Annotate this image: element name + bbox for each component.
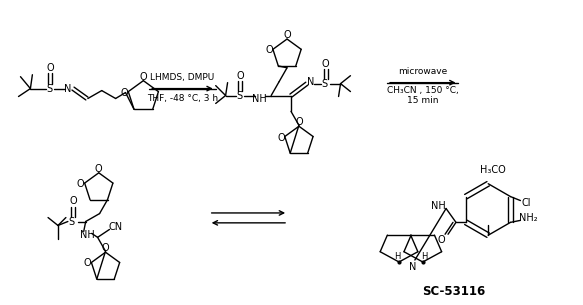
Text: LHMDS, DMPU: LHMDS, DMPU	[150, 73, 215, 82]
Text: O: O	[295, 117, 303, 127]
Text: N: N	[307, 77, 314, 87]
Text: Cl: Cl	[522, 198, 531, 207]
Text: NH: NH	[80, 230, 95, 240]
Text: CN: CN	[108, 222, 122, 232]
Text: H₃CO: H₃CO	[480, 165, 506, 175]
Text: N: N	[409, 262, 417, 272]
Text: O: O	[101, 243, 110, 253]
Text: S: S	[237, 91, 243, 101]
Text: NH: NH	[431, 200, 445, 210]
Text: O: O	[283, 30, 291, 40]
Text: H: H	[394, 252, 400, 260]
Text: O: O	[77, 179, 85, 189]
Text: O: O	[139, 72, 147, 82]
Text: NH₂: NH₂	[519, 214, 538, 223]
Text: microwave: microwave	[398, 67, 447, 76]
Text: S: S	[46, 84, 52, 94]
Text: O: O	[95, 164, 103, 174]
Text: O: O	[47, 63, 54, 73]
Text: 15 min: 15 min	[407, 96, 438, 105]
Text: S: S	[69, 217, 75, 227]
Text: O: O	[265, 45, 273, 55]
Text: THF, -48 °C, 3 h: THF, -48 °C, 3 h	[147, 94, 218, 103]
Text: CH₃CN , 150 °C,: CH₃CN , 150 °C,	[387, 86, 459, 95]
Text: O: O	[69, 196, 76, 206]
Text: NH: NH	[252, 95, 266, 105]
Text: O: O	[237, 71, 244, 81]
Text: SC-53116: SC-53116	[422, 285, 485, 298]
Text: O: O	[437, 235, 445, 245]
Text: S: S	[322, 79, 328, 89]
Text: O: O	[277, 132, 285, 142]
Text: H: H	[422, 252, 428, 260]
Text: O: O	[322, 59, 329, 69]
Text: O: O	[83, 258, 91, 268]
Text: N: N	[64, 84, 72, 94]
Text: O: O	[121, 88, 128, 98]
